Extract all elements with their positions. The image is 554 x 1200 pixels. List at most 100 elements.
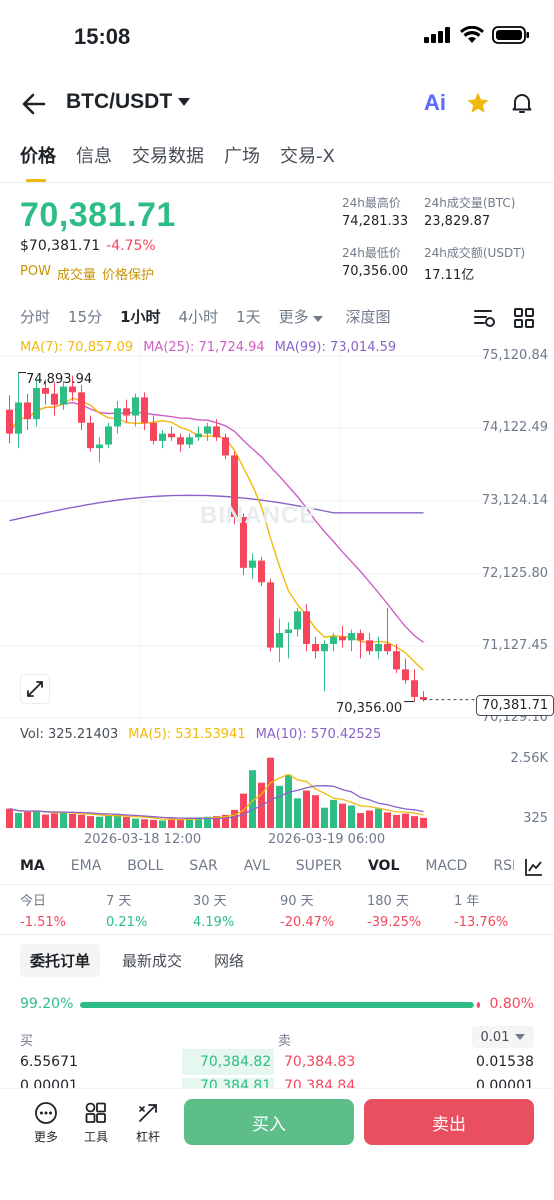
candle-body	[411, 680, 418, 697]
y-tick-2: 73,124.14	[481, 493, 548, 508]
tab-info[interactable]: 信息	[76, 146, 112, 167]
precision-value: 0.01	[480, 1029, 510, 1045]
tag-volume[interactable]: 成交量	[56, 268, 96, 283]
volume-bar	[366, 810, 373, 828]
interval-4h[interactable]: 4小时	[178, 308, 219, 326]
candle-body	[204, 426, 211, 434]
candlestick-chart[interactable]	[0, 338, 554, 728]
candle-body	[231, 455, 238, 518]
volume-label: Vol: 325.21403	[20, 727, 119, 742]
volume-bar	[276, 785, 283, 828]
stat-low-label: 24h最低价	[342, 246, 401, 260]
tab-trading-data[interactable]: 交易数据	[132, 146, 204, 167]
volume-bar	[267, 757, 274, 828]
volume-bar	[87, 816, 94, 828]
tab-order-book[interactable]: 委托订单	[20, 944, 101, 977]
indicator-rsi[interactable]: RSI	[493, 858, 517, 874]
fullscreen-button[interactable]	[20, 674, 50, 704]
perf-30d: 30 天 4.19%	[193, 890, 234, 930]
candle-body	[294, 611, 301, 630]
header-actions: Ai	[424, 90, 534, 116]
y-tick-1: 74,122.49	[481, 420, 548, 435]
sell-button[interactable]: 卖出	[364, 1099, 534, 1145]
ask-price-0[interactable]: 70,384.83	[284, 1054, 356, 1070]
pair-selector[interactable]: BTC/USDT	[66, 90, 191, 114]
tab-network[interactable]: 网络	[214, 952, 245, 970]
volume-bar	[384, 812, 391, 828]
candle-body	[177, 437, 184, 445]
indicator-ema[interactable]: EMA	[70, 858, 102, 874]
line-chart-icon	[525, 859, 542, 876]
grid-layout-icon[interactable]	[514, 308, 534, 328]
indicator-ma[interactable]: MA	[20, 858, 45, 874]
volume-bar	[339, 803, 346, 828]
interval-15m[interactable]: 15分	[68, 308, 103, 326]
volume-bar	[294, 798, 301, 828]
stat-vol-btc-label: 24h成交量(BTC)	[424, 196, 516, 210]
indicator-sar[interactable]: SAR	[189, 858, 218, 874]
tab-latest-trades[interactable]: 最新成交	[122, 952, 183, 970]
volume-bar	[159, 820, 166, 828]
last-price-tag: 70,381.71	[476, 695, 554, 716]
precision-select[interactable]: 0.01	[472, 1026, 534, 1048]
bid-price-0[interactable]: 70,384.82	[200, 1054, 272, 1070]
header: BTC/USDT Ai	[0, 82, 554, 128]
caret-down-icon	[178, 98, 191, 106]
interval-more[interactable]: 更多	[279, 306, 324, 327]
candle-body	[69, 386, 76, 393]
interval-1h[interactable]: 1小时	[120, 308, 161, 326]
candle-body	[42, 387, 49, 394]
tab-price[interactable]: 价格	[20, 142, 56, 182]
perf-7d-value: 0.21%	[106, 915, 148, 930]
interval-1d[interactable]: 1天	[236, 308, 261, 326]
vol-ma10-line	[9, 785, 424, 820]
volume-bar	[177, 819, 184, 828]
more-button[interactable]: 更多	[26, 1101, 66, 1145]
volume-bar	[150, 819, 157, 828]
leverage-button[interactable]: 杠杆	[128, 1101, 168, 1145]
ai-button[interactable]: Ai	[424, 90, 446, 115]
tools-label: 工具	[83, 1130, 108, 1144]
ratio-bar-buy	[80, 1002, 474, 1008]
indicator-settings-icon[interactable]	[474, 308, 496, 328]
indicator-avl[interactable]: AVL	[243, 858, 270, 874]
bell-icon[interactable]	[510, 91, 534, 115]
tab-trade-x[interactable]: 交易-X	[280, 146, 335, 167]
main-tabs: 价格 信息 交易数据 广场 交易-X	[0, 142, 554, 182]
candle-body	[321, 643, 328, 652]
indicator-boll[interactable]: BOLL	[127, 858, 164, 874]
indicator-vol[interactable]: VOL	[367, 858, 400, 874]
volume-bar	[24, 811, 31, 828]
perf-divider	[0, 934, 554, 935]
candle-body	[51, 393, 58, 405]
ma99-label: MA(99): 73,014.59	[274, 340, 397, 355]
cellular-signal-icon	[424, 27, 450, 43]
buy-button[interactable]: 买入	[184, 1099, 354, 1145]
candle-body	[366, 640, 373, 652]
high-marker: 74,893.94	[26, 372, 93, 387]
expand-icon	[27, 681, 43, 697]
battery-icon	[492, 26, 529, 44]
depth-chart-tab[interactable]: 深度图	[345, 308, 391, 326]
star-icon[interactable]	[466, 91, 490, 115]
price-sub: $70,381.71 -4.75%	[20, 238, 156, 254]
indicator-chart-button[interactable]	[514, 852, 554, 882]
tools-button[interactable]: 工具	[76, 1101, 116, 1145]
tag-pow[interactable]: POW	[20, 264, 51, 279]
volume-bar	[393, 814, 400, 828]
stat-high: 24h最高价 74,281.33	[342, 194, 408, 229]
volume-bar	[33, 810, 40, 828]
tabs-divider	[0, 182, 554, 183]
back-arrow-icon[interactable]	[20, 90, 48, 118]
indicator-super[interactable]: SUPER	[295, 858, 342, 874]
candle-body	[402, 669, 409, 681]
volume-bar	[132, 818, 139, 828]
tag-price-protection[interactable]: 价格保护	[101, 268, 154, 283]
indicator-macd[interactable]: MACD	[425, 858, 468, 874]
tab-square[interactable]: 广场	[224, 146, 260, 167]
volume-bar	[312, 795, 319, 828]
caret-down-icon	[515, 1034, 526, 1040]
low-marker: 70,356.00	[336, 701, 403, 716]
volume-legend: Vol: 325.21403 MA(5): 531.53941 MA(10): …	[20, 727, 381, 742]
interval-timeline[interactable]: 分时	[20, 308, 51, 326]
